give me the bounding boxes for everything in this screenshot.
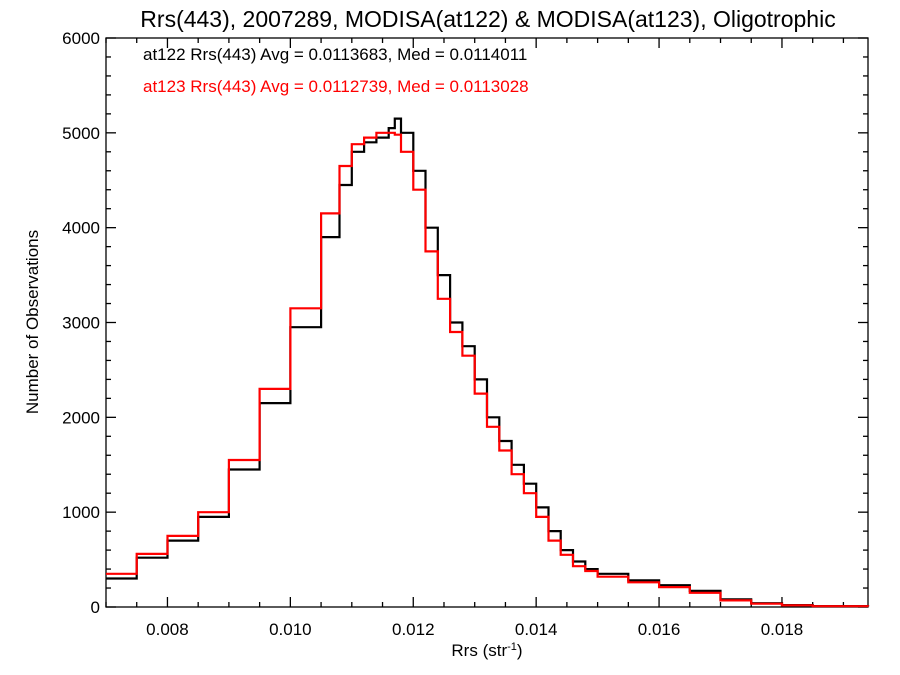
x-tick-label: 0.014 [515,620,558,639]
y-tick-label: 3000 [62,314,100,333]
x-axis: 0.008 0.010 0.012 0.014 0.016 0.018 [105,38,845,639]
y-axis-label: Number of Observations [23,230,42,414]
x-tick-label: 0.012 [392,620,435,639]
x-tick-label: 0.008 [146,620,189,639]
x-tick-label: 0.018 [761,620,804,639]
y-axis: 0 1000 2000 3000 4000 5000 6000 [62,29,868,617]
x-axis-label-superscript: -1 [507,641,517,653]
plot-frame [105,37,869,608]
series-group [106,117,870,608]
legend-entry-at123: at123 Rrs(443) Avg = 0.0112739, Med = 0.… [143,77,529,96]
x-axis-label-main: Rrs (str [451,641,507,660]
legend-entry-at122: at122 Rrs(443) Avg = 0.0113683, Med = 0.… [143,45,527,64]
x-tick-label: 0.010 [269,620,312,639]
y-tick-label: 5000 [62,124,100,143]
y-tick-label: 6000 [62,29,100,48]
y-tick-label: 2000 [62,408,100,427]
chart-title: Rrs(443), 2007289, MODISA(at122) & MODIS… [140,6,835,32]
y-tick-label: 4000 [62,219,100,238]
x-axis-label-close: ) [517,641,523,660]
x-tick-label: 0.016 [638,620,681,639]
y-tick-label: 1000 [62,503,100,522]
series-line-at122 [106,117,870,608]
series-line-at123 [106,131,870,608]
x-axis-label: Rrs (str-1) [451,641,522,660]
y-tick-label: 0 [91,598,100,617]
